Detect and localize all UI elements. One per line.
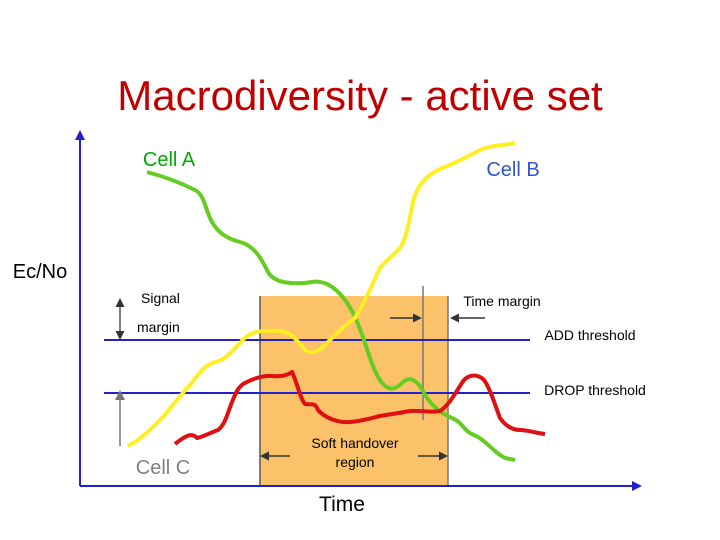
time-margin-label: Time margin [463,293,540,309]
margin-label: margin [137,319,180,335]
cell-c-curve [173,370,546,446]
cell-c-label: Cell C [136,457,190,479]
signal-label: Signal [141,290,180,306]
x-axis-label: Time [319,493,365,516]
slide-title: Macrodiversity - active set [117,72,603,119]
soft-handover-label-line2: region [336,454,375,470]
add-threshold-label: ADD threshold [544,327,635,343]
soft-handover-label-line1: Soft handover [311,435,399,451]
drop-threshold-label: DROP threshold [544,382,646,398]
y-axis-label: Ec/No [13,261,67,283]
cell-b-label: Cell B [486,159,539,181]
soft-handover-region [260,296,448,486]
cell-b-curve [127,141,516,448]
cell-a-label: Cell A [143,149,196,171]
